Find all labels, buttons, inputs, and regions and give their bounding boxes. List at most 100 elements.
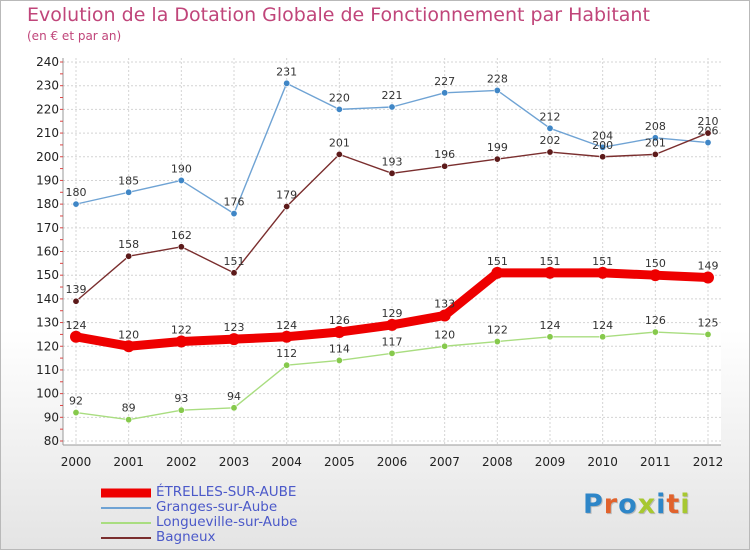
data-label: 162 <box>171 229 192 242</box>
y-tick-label: 200 <box>36 150 59 164</box>
y-tick-label: 230 <box>36 79 59 93</box>
data-point <box>175 335 188 348</box>
x-tick-label: 2001 <box>113 455 144 469</box>
data-label: 94 <box>227 390 241 403</box>
data-label: 123 <box>224 321 245 334</box>
data-point <box>599 153 607 161</box>
data-label: 120 <box>118 328 139 341</box>
data-label: 124 <box>66 319 87 332</box>
data-label: 227 <box>434 75 455 88</box>
data-point <box>335 356 343 364</box>
data-label: 221 <box>382 89 403 102</box>
data-label: 150 <box>645 257 666 270</box>
data-label: 212 <box>540 110 561 123</box>
data-label: 151 <box>592 255 613 268</box>
data-label: 179 <box>276 188 297 201</box>
data-label: 210 <box>698 115 719 128</box>
legend-swatch <box>101 521 151 524</box>
data-point <box>228 333 240 346</box>
data-point <box>230 269 238 277</box>
data-point <box>283 202 291 210</box>
data-label: 196 <box>434 148 455 161</box>
data-point <box>491 266 504 279</box>
data-point <box>441 342 449 350</box>
data-label: 204 <box>592 129 613 142</box>
data-point <box>177 406 185 414</box>
x-tick-label: 2007 <box>429 455 460 469</box>
y-tick-label: 190 <box>36 173 59 187</box>
data-label: 126 <box>329 314 350 327</box>
legend-swatch <box>101 488 151 497</box>
data-label: 231 <box>276 65 297 78</box>
data-label: 199 <box>487 141 508 154</box>
data-point <box>651 328 659 336</box>
data-label: 149 <box>698 260 719 273</box>
data-label: 151 <box>487 255 508 268</box>
legend-label: Granges-sur-Aube <box>156 499 278 515</box>
y-tick-label: 120 <box>36 339 59 353</box>
legend-swatch <box>101 536 151 539</box>
data-point <box>283 361 291 369</box>
data-point <box>230 404 238 412</box>
y-tick-label: 90 <box>44 410 59 424</box>
x-tick-label: 2004 <box>271 455 302 469</box>
data-label: 125 <box>698 316 719 329</box>
data-point <box>125 188 133 196</box>
data-point <box>177 176 185 184</box>
data-label: 129 <box>382 307 403 320</box>
data-point <box>493 86 501 94</box>
x-tick-label: 2003 <box>219 455 250 469</box>
y-tick-label: 160 <box>36 245 59 259</box>
data-point <box>280 330 293 343</box>
legend-item: ÉTRELLES-SUR-AUBE <box>101 484 361 500</box>
y-tick-label: 100 <box>36 387 59 401</box>
legend-item: Granges-sur-Aube <box>101 499 361 515</box>
data-point <box>335 150 343 158</box>
data-label: 151 <box>540 255 561 268</box>
data-label: 112 <box>276 347 297 360</box>
data-point <box>438 309 451 322</box>
data-label: 200 <box>592 139 613 152</box>
data-label: 122 <box>487 324 508 337</box>
data-label: 185 <box>118 174 139 187</box>
data-point <box>704 129 712 137</box>
data-label: 89 <box>122 402 136 415</box>
x-tick-label: 2005 <box>324 455 355 469</box>
data-label: 92 <box>69 395 83 408</box>
data-label: 133 <box>434 297 455 310</box>
data-point <box>122 340 135 353</box>
data-label: 122 <box>171 324 192 337</box>
chart-title: Evolution de la Dotation Globale de Fonc… <box>27 4 650 26</box>
legend-label: ÉTRELLES-SUR-AUBE <box>156 484 297 500</box>
data-label: 126 <box>645 314 666 327</box>
chart-subtitle: (en € et par an) <box>27 29 122 43</box>
data-point <box>72 297 80 305</box>
legend-item: Longueville-sur-Aube <box>101 514 361 530</box>
data-label: 158 <box>118 238 139 251</box>
data-label: 202 <box>540 134 561 147</box>
data-label: 124 <box>540 319 561 332</box>
data-label: 93 <box>174 392 188 405</box>
data-point <box>546 124 554 132</box>
data-point <box>335 105 343 113</box>
y-tick-label: 130 <box>36 316 59 330</box>
data-label: 120 <box>434 328 455 341</box>
x-tick-label: 2000 <box>61 455 92 469</box>
data-label: 117 <box>382 335 403 348</box>
y-tick-label: 180 <box>36 197 59 211</box>
y-tick-label: 170 <box>36 221 59 235</box>
legend-item: Bagneux <box>101 529 361 545</box>
data-point <box>546 148 554 156</box>
data-point <box>72 409 80 417</box>
data-point <box>651 134 659 142</box>
data-point <box>544 266 556 279</box>
y-tick-label: 140 <box>36 292 59 306</box>
y-tick-label: 80 <box>44 434 59 448</box>
x-tick-label: 2009 <box>535 455 566 469</box>
data-point <box>388 349 396 357</box>
data-label: 176 <box>224 196 245 209</box>
legend-label: Bagneux <box>156 529 216 545</box>
data-point <box>704 139 712 147</box>
